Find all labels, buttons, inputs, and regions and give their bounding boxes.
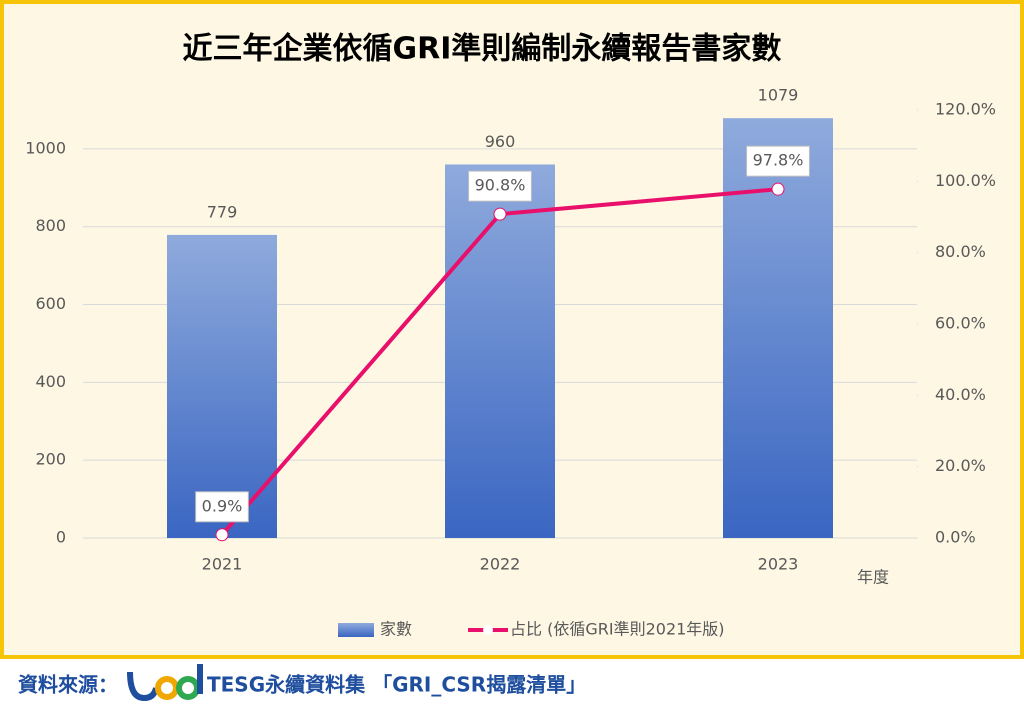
line-value-label-text: 97.8% bbox=[753, 151, 804, 170]
bar-value-label: 960 bbox=[485, 132, 516, 151]
line-marker bbox=[771, 182, 785, 196]
legend-label: 家數 bbox=[380, 620, 412, 639]
chart-title: 近三年企業依循GRI準則編制永續報告書家數 bbox=[183, 32, 782, 67]
label-box bbox=[468, 170, 532, 202]
legend-marker bbox=[483, 625, 494, 635]
y-tick-label: 600 bbox=[35, 294, 66, 313]
label-box bbox=[195, 491, 249, 523]
bar bbox=[167, 234, 277, 538]
y2-tick-label: 40.0% bbox=[935, 385, 986, 404]
label-box bbox=[746, 145, 810, 177]
y-tick-label: 400 bbox=[35, 372, 66, 391]
bar bbox=[723, 118, 833, 539]
y2-tick-label: 60.0% bbox=[935, 314, 986, 333]
legend-swatch bbox=[338, 623, 374, 637]
line-value-label-text: 90.8% bbox=[475, 176, 526, 195]
x-tick-label: 2022 bbox=[480, 555, 521, 574]
x-axis-label: 年度 bbox=[857, 568, 889, 587]
line-value-label-text: 0.9% bbox=[202, 496, 243, 515]
y2-tick-label: 80.0% bbox=[935, 242, 986, 261]
line-value-label: 90.8% bbox=[468, 170, 532, 202]
y-tick-label: 1000 bbox=[25, 138, 66, 157]
logo bbox=[127, 664, 203, 702]
bar-value-label: 779 bbox=[207, 202, 238, 221]
x-tick-label: 2021 bbox=[202, 555, 243, 574]
y-tick-label: 200 bbox=[35, 450, 66, 469]
y2-tick-label: 20.0% bbox=[935, 456, 986, 475]
x-tick-label: 2023 bbox=[758, 555, 799, 574]
line-marker bbox=[493, 207, 507, 221]
y2-tick-label: 120.0% bbox=[935, 100, 996, 119]
y2-tick-label: 100.0% bbox=[935, 171, 996, 190]
bar-value-label: 1079 bbox=[758, 86, 799, 105]
source: 資料來源： TESG永續資料集 「GRI_CSR揭露清單」 bbox=[18, 664, 586, 702]
line-marker bbox=[215, 528, 229, 542]
source-label: 資料來源： bbox=[18, 673, 118, 697]
y-tick-label: 0 bbox=[56, 528, 66, 547]
line-value-label: 0.9% bbox=[195, 491, 249, 523]
line-value-label: 97.8% bbox=[746, 145, 810, 177]
legend-label: 占比 (依循GRI準則2021年版) bbox=[510, 620, 725, 639]
source-text: TESG永續資料集 「GRI_CSR揭露清單」 bbox=[207, 673, 586, 697]
bar bbox=[445, 164, 555, 539]
y-tick-label: 800 bbox=[35, 216, 66, 235]
y2-tick-label: 0.0% bbox=[935, 528, 976, 547]
